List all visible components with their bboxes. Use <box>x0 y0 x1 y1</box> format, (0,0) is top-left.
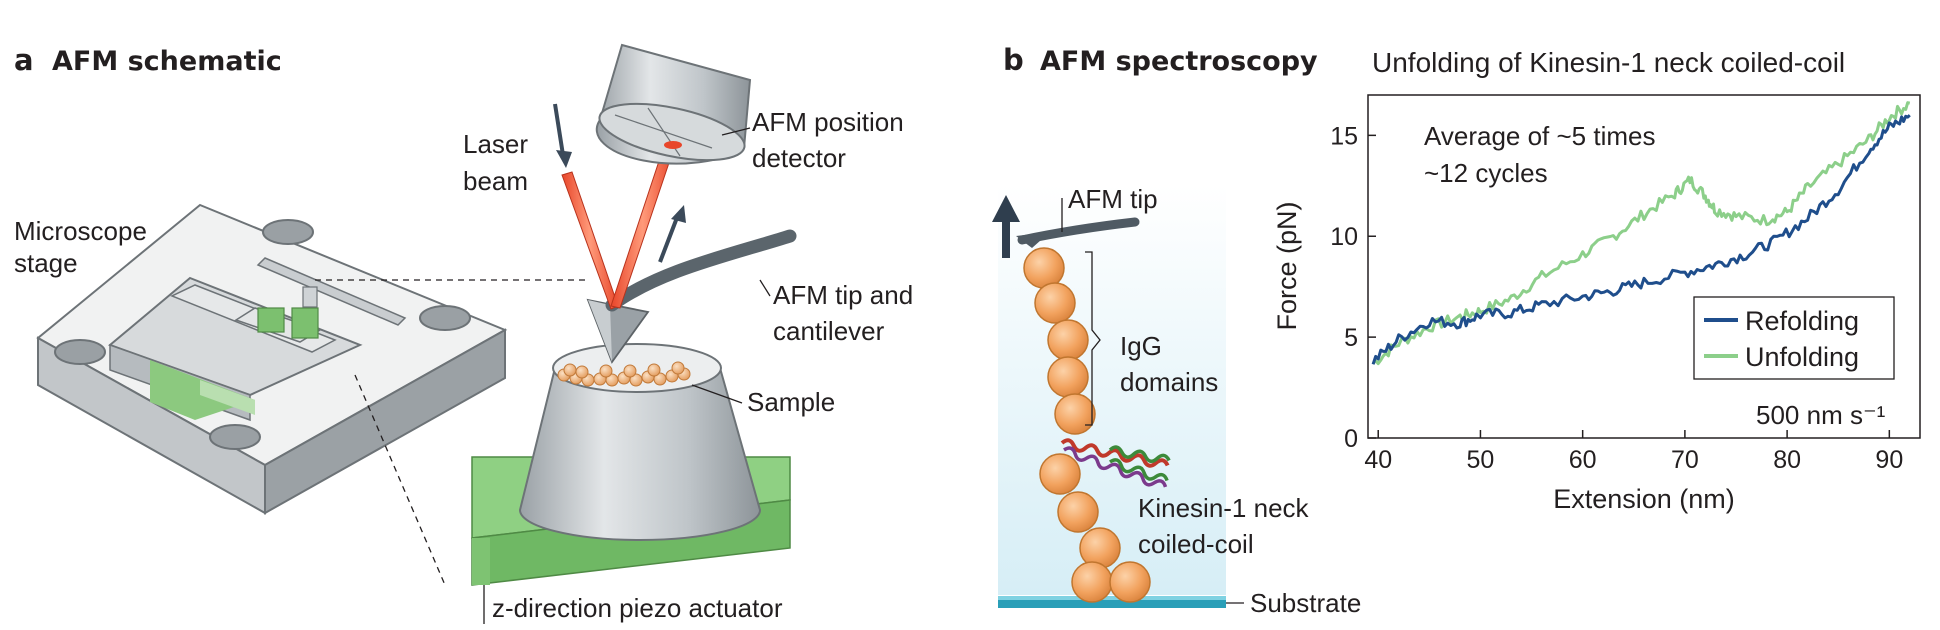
kinesin-coiled-coil <box>1060 438 1171 488</box>
rate-label: 500 nm s⁻¹ <box>1756 400 1886 430</box>
laser-arrow <box>553 103 565 156</box>
stage-label-2: stage <box>14 248 78 278</box>
y-axis-label: Force (pN) <box>1272 201 1302 330</box>
reflect-arrow <box>658 214 680 263</box>
afm-tip-label: AFM tip <box>1068 184 1158 214</box>
x-tick-label: 40 <box>1364 446 1392 474</box>
panel-b-letter: b <box>1003 43 1024 77</box>
igg-bracket <box>1085 251 1101 426</box>
cantilever <box>605 229 797 312</box>
sample-stage-cylinder <box>518 343 762 541</box>
sample-beads <box>557 361 691 387</box>
panel-a-title: AFM schematic <box>52 46 282 77</box>
piezo-label: z-direction piezo actuator <box>492 593 783 623</box>
chart-title: Unfolding of Kinesin-1 neck coiled-coil <box>1372 47 1845 78</box>
chart-annotation-1: Average of ~5 times <box>1424 121 1656 151</box>
tip-label-2: cantilever <box>773 316 885 346</box>
sample-label: Sample <box>747 387 835 417</box>
detector-label-2: detector <box>752 143 846 173</box>
igg-label-1: IgG <box>1120 331 1162 361</box>
detector-label-1: AFM position <box>752 107 904 137</box>
force-extension-chart: Unfolding of Kinesin-1 neck coiled-coil … <box>1272 47 1921 514</box>
chart-ticks: 40 50 60 70 80 90 0 5 10 15 <box>1330 122 1903 474</box>
x-tick-label: 70 <box>1671 446 1699 474</box>
laser-label-2: beam <box>463 166 528 196</box>
y-tick-label: 0 <box>1344 425 1358 453</box>
igg-domains <box>1023 247 1096 435</box>
chart-lines <box>1371 101 1911 366</box>
plot-frame <box>1367 94 1921 439</box>
laser-label-1: Laser <box>463 129 528 159</box>
y-tick-label: 15 <box>1330 122 1358 150</box>
igg-label-2: domains <box>1120 367 1218 397</box>
lower-domains <box>1039 453 1151 603</box>
laser-incident <box>561 171 619 310</box>
microscope-stage <box>36 203 508 515</box>
substrate-label: Substrate <box>1250 588 1361 618</box>
chart-legend: Refolding Unfolding <box>1693 296 1895 380</box>
series-line-unfolding <box>1372 101 1911 366</box>
panel-a-letter: a <box>14 43 34 77</box>
afm-position-detector <box>595 43 752 165</box>
x-axis-label: Extension (nm) <box>1553 484 1735 514</box>
stage-label-1: Microscope <box>14 216 147 246</box>
tip-label-1: AFM tip and <box>773 280 913 310</box>
kinesin-label-1: Kinesin-1 neck <box>1138 493 1310 523</box>
legend-label-unfolding: Unfolding <box>1745 342 1859 372</box>
x-tick-label: 90 <box>1875 446 1903 474</box>
series-line-refolding <box>1371 114 1911 365</box>
panel-b-title: AFM spectroscopy <box>1040 46 1318 77</box>
legend-label-refolding: Refolding <box>1745 306 1859 336</box>
y-tick-label: 5 <box>1344 324 1358 352</box>
panel-b: b AFM spectroscopy AFM tip IgG domains <box>992 43 1361 618</box>
zoom-line-bottom <box>354 374 446 586</box>
chart-annotation-2: ~12 cycles <box>1424 158 1548 188</box>
x-tick-label: 60 <box>1569 446 1597 474</box>
x-tick-label: 50 <box>1467 446 1495 474</box>
y-tick-label: 10 <box>1330 223 1358 251</box>
kinesin-label-2: coiled-coil <box>1138 529 1254 559</box>
panel-a: a AFM schematic <box>14 43 913 624</box>
x-tick-label: 80 <box>1773 446 1801 474</box>
